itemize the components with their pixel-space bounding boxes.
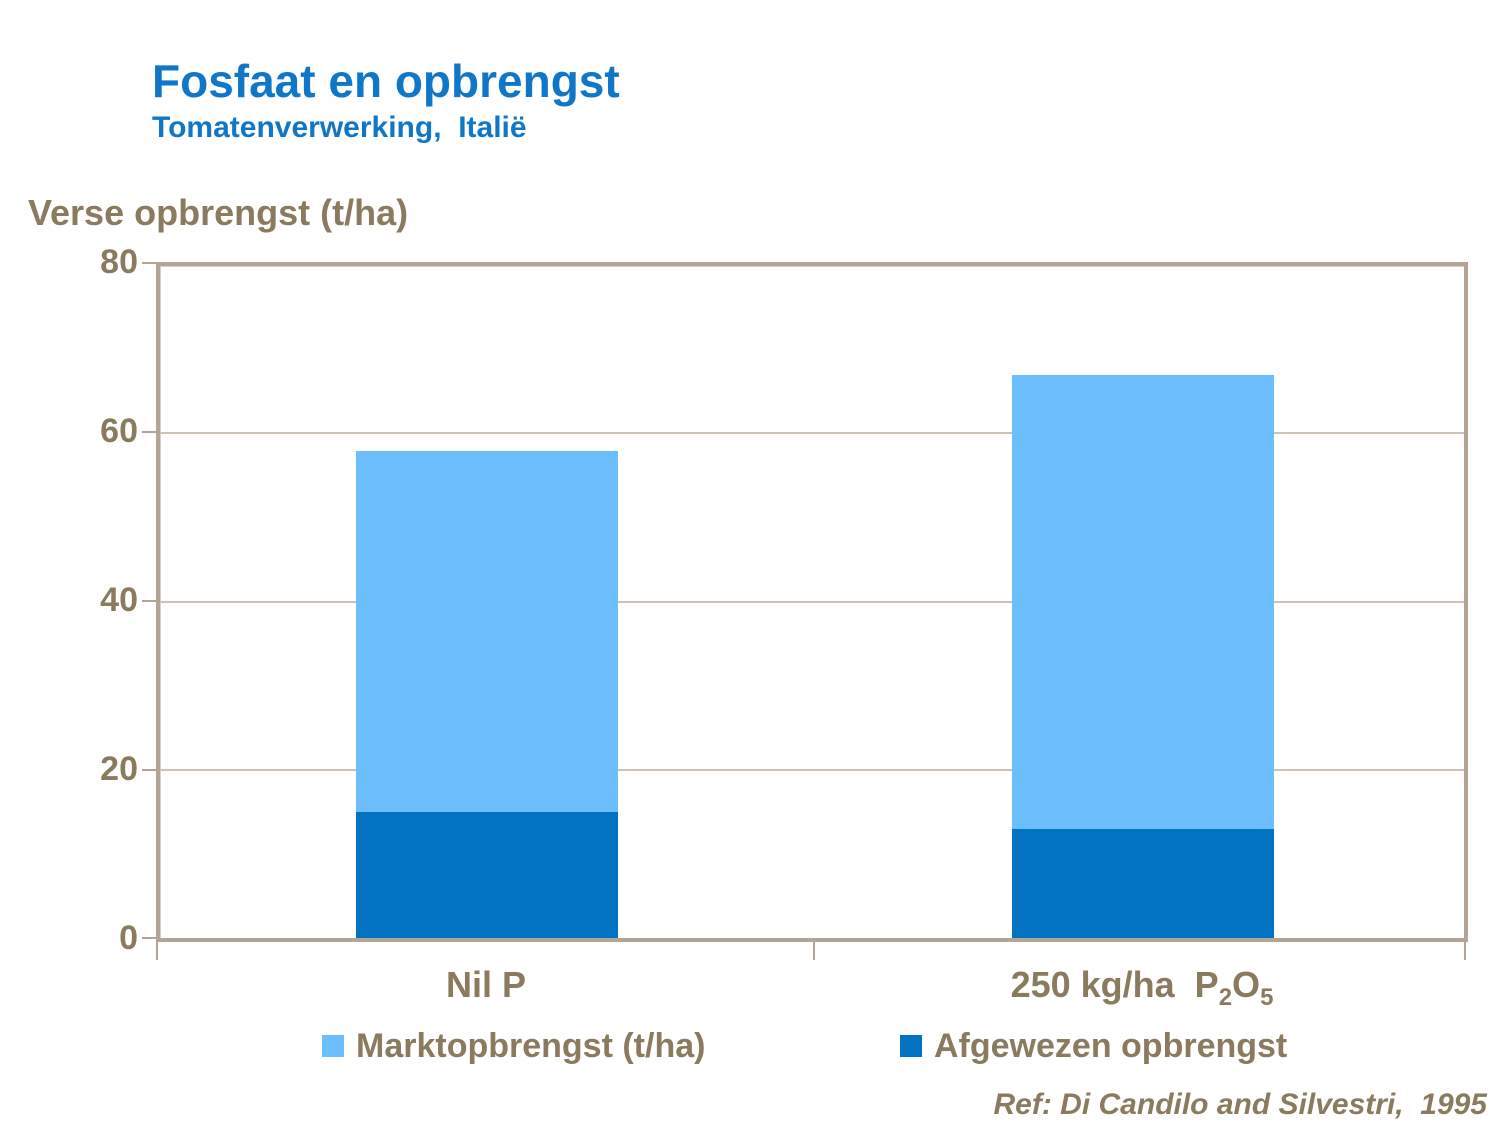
legend-item-afgewezen-opbrengst: Afgewezen opbrengst [900,1026,1287,1066]
reference-text: Ref: Di Candilo and Silvestri, 1995 [993,1088,1487,1121]
y-tick-label-20: 20 [100,750,138,788]
x-category-label-250kg-p2o5: 250 kg/ha P2O5 [812,964,1472,1012]
cat2-text: 250 kg/ha P [1010,964,1219,1005]
legend-label-marktopbrengst: Marktopbrengst (t/ha) [356,1027,706,1065]
y-tick-mark [142,937,158,939]
y-tick-label-40: 40 [100,581,138,619]
bar-segment-afgewezen-opbrengst [1012,828,1274,938]
plot-area [156,262,1468,942]
x-tick-mark [813,940,815,960]
cat2-subscript-2: 2 [1218,984,1233,1012]
legend-item-marktopbrengst: Marktopbrengst (t/ha) [322,1026,705,1066]
bar-250kg-p2o5 [1012,266,1274,938]
legend-swatch-afgewezen-opbrengst-icon [900,1035,922,1057]
cat2-text-o: O [1232,964,1261,1005]
bar-nil-p [356,266,618,938]
x-tick-mark [1464,940,1466,960]
legend-label-afgewezen-opbrengst: Afgewezen opbrengst [934,1027,1288,1065]
y-tick-label-0: 0 [119,919,138,957]
y-axis-title: Verse opbrengst (t/ha) [28,192,409,233]
gridline-40 [160,601,1464,603]
gridline-60 [160,432,1464,434]
cat2-subscript-5: 5 [1260,984,1274,1012]
y-tick-mark [142,262,158,264]
gridline-20 [160,769,1464,771]
x-tick-mark [156,940,158,960]
y-tick-mark [142,431,158,433]
x-category-label-nil-p: Nil P [445,964,526,1005]
bar-segment-marktopbrengst [356,450,618,812]
y-tick-mark [142,600,158,602]
title-block: Fosfaat en opbrengst Tomatenverwerking, … [152,56,620,145]
bar-segment-afgewezen-opbrengst [356,812,618,938]
y-tick-label-80: 80 [100,243,138,281]
chart-subtitle: Tomatenverwerking, Italië [152,110,527,144]
y-tick-mark [142,769,158,771]
y-tick-label-60: 60 [100,412,138,450]
bar-segment-marktopbrengst [1012,375,1274,829]
chart-title: Fosfaat en opbrengst [152,55,620,107]
legend-swatch-marktopbrengst-icon [322,1035,344,1057]
